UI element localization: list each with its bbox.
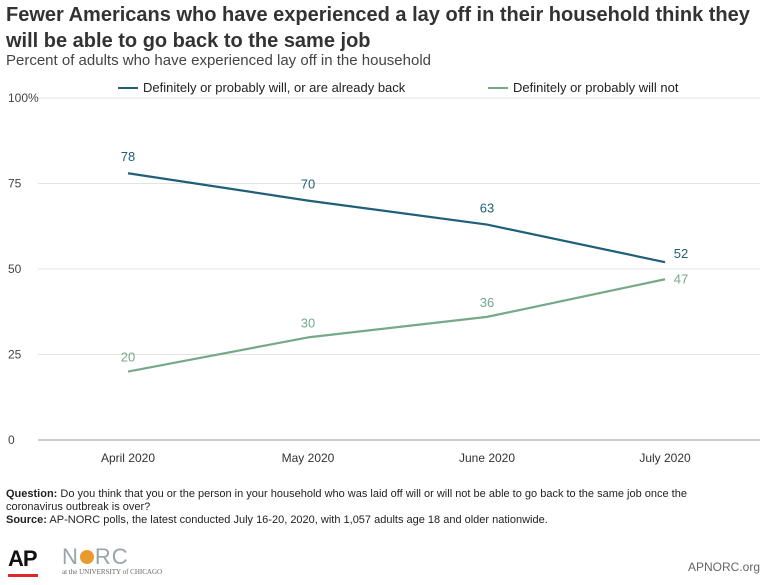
data-label: 47 <box>674 271 688 286</box>
norc-logo-part-2: RC <box>94 544 129 569</box>
footer: AP N RC at the UNIVERSITY of CHICAGO APNO… <box>0 540 768 585</box>
legend-item-will: Definitely or probably will, or are alre… <box>118 80 405 95</box>
source-label: Source: <box>6 514 47 526</box>
y-tick-label: 25 <box>8 348 22 362</box>
legend-label-will: Definitely or probably will, or are alre… <box>143 80 406 95</box>
legend-swatch-will-not <box>488 86 508 89</box>
question-text: Do you think that you or the person in y… <box>6 488 687 513</box>
norc-logo: N RC at the UNIVERSITY of CHICAGO <box>62 544 162 576</box>
norc-logo-part-1: N <box>62 544 79 569</box>
y-tick-label: 100% <box>8 92 39 105</box>
x-tick-label: July 2020 <box>639 451 691 465</box>
legend-swatch-will <box>118 86 138 89</box>
series-line <box>127 278 666 373</box>
chart-legend: Definitely or probably will, or are alre… <box>0 80 768 98</box>
site-url: APNORC.org <box>687 560 760 574</box>
data-label: 30 <box>301 315 315 330</box>
legend-item-will-not: Definitely or probably will not <box>488 80 678 95</box>
chart-subtitle: Percent of adults who have experienced l… <box>6 52 432 69</box>
question-label: Question: <box>6 488 58 500</box>
chart-notes: Question: Do you think that you or the p… <box>6 488 746 527</box>
norc-logo-o-icon <box>79 550 94 564</box>
y-tick-label: 50 <box>8 262 22 276</box>
legend-label-will-not: Definitely or probably will not <box>513 80 679 95</box>
question-note: Question: Do you think that you or the p… <box>6 488 746 514</box>
x-tick-label: April 2020 <box>101 451 155 465</box>
y-tick-label: 0 <box>8 433 15 447</box>
data-label: 78 <box>121 149 135 164</box>
ap-logo-underline <box>8 574 38 577</box>
x-tick-label: June 2020 <box>459 451 515 465</box>
chart-title: Fewer Americans who have experienced a l… <box>6 4 750 52</box>
data-label: 20 <box>121 350 135 365</box>
data-label: 52 <box>674 246 688 261</box>
norc-logo-name: N RC <box>62 544 162 570</box>
series-line <box>127 172 666 264</box>
line-chart: 0 25 50 75 100% April 2020 May 2020 June 2020 Ju… <box>8 92 760 465</box>
norc-logo-subtitle: at the UNIVERSITY of CHICAGO <box>62 568 163 576</box>
ap-logo: AP <box>8 546 38 571</box>
data-label: 63 <box>480 201 494 216</box>
data-label: 70 <box>301 177 315 192</box>
data-label: 36 <box>480 295 494 310</box>
source-note: Source: AP-NORC polls, the latest conduc… <box>6 514 746 527</box>
x-tick-label: May 2020 <box>282 451 335 465</box>
y-tick-label: 75 <box>8 177 22 191</box>
source-text: AP-NORC polls, the latest conducted July… <box>49 514 548 526</box>
